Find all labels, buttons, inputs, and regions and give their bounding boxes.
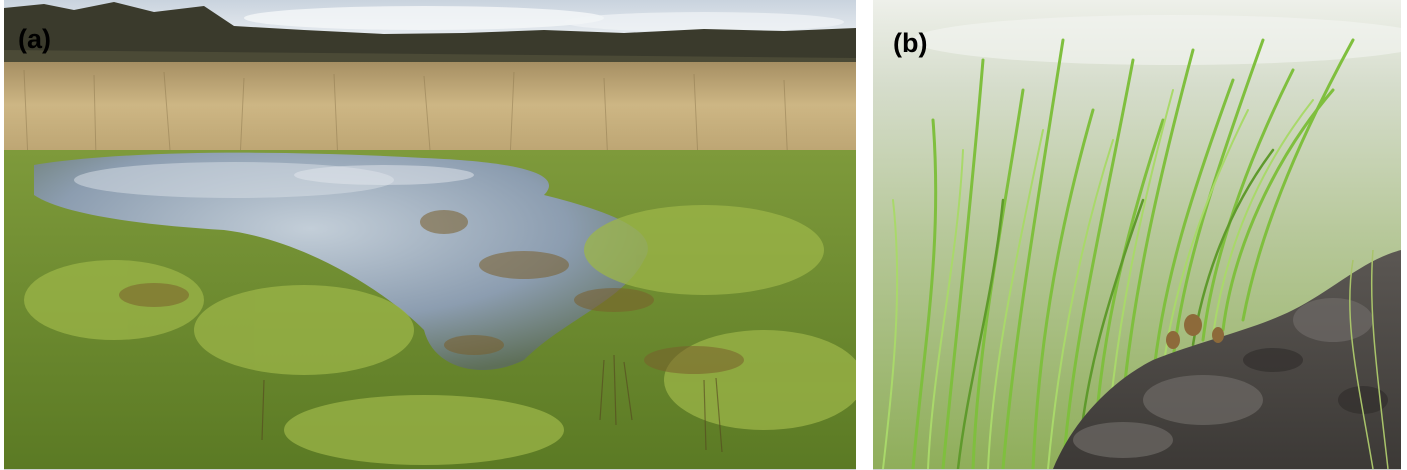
wetland-photo bbox=[4, 0, 856, 469]
stem-bases bbox=[1166, 314, 1224, 349]
panel-label-b: (b) bbox=[893, 28, 928, 58]
photo-panel-a-wetland: (a) bbox=[4, 0, 856, 470]
panel-label-a: (a) bbox=[18, 24, 51, 54]
pool-water bbox=[34, 152, 648, 370]
photo-panel-b-rush-closeup: (b) bbox=[873, 0, 1401, 470]
rush-stems bbox=[882, 38, 1355, 469]
rush-closeup-photo bbox=[873, 0, 1401, 469]
